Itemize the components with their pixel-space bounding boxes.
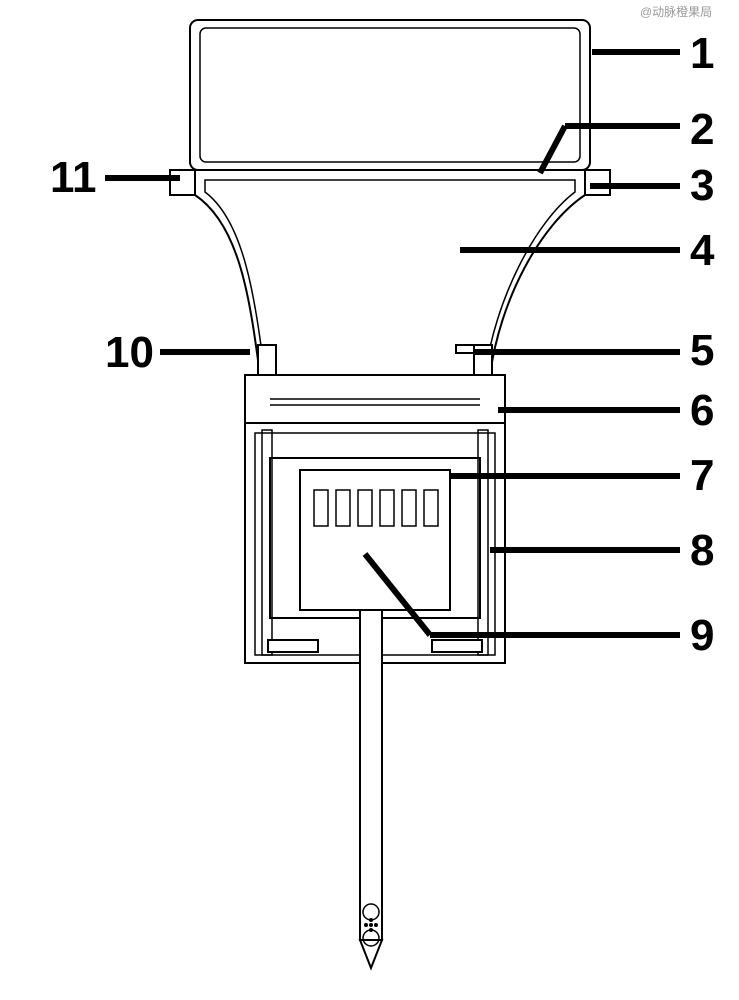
flange-left [170, 170, 195, 195]
label-1: 1 [690, 29, 714, 78]
label-9: 9 [690, 611, 714, 660]
top-cap [190, 20, 590, 170]
label-10: 10 [105, 328, 154, 377]
label-5: 5 [690, 326, 714, 375]
chip-block [300, 470, 450, 610]
pin-left [258, 345, 276, 377]
screw-head [456, 345, 474, 353]
label-2: 2 [690, 105, 714, 154]
label-8: 8 [690, 526, 714, 575]
label-6: 6 [690, 386, 714, 435]
shaft [360, 610, 382, 940]
bottom-rail-left [268, 640, 318, 652]
neck-funnel [195, 170, 585, 375]
label-4: 4 [690, 226, 715, 275]
label-7: 7 [690, 451, 714, 500]
label-11: 11 [50, 153, 97, 202]
diagram-canvas: @动脉橙果局 1 2 3 4 5 6 7 8 9 [0, 0, 739, 1000]
flange-right [585, 170, 610, 195]
label-3: 3 [690, 161, 714, 210]
watermark-text: @动脉橙果局 [640, 4, 712, 19]
shaft-tip [360, 940, 382, 968]
bottom-rail-right [432, 640, 482, 652]
